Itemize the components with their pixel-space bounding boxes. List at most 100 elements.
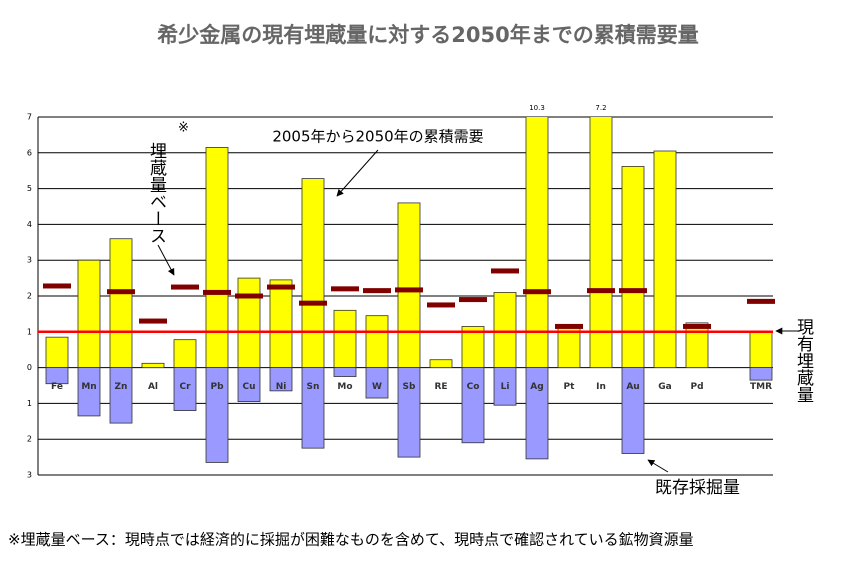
bar [77,367,101,417]
reserve-base-mark [299,300,327,306]
arrow [157,244,175,276]
x-tick-label: Cr [179,382,191,392]
bar [45,367,69,385]
bar [653,150,677,368]
chart-title: 希少金属の現有埋蔵量に対する2050年までの累積需要量 [157,23,698,47]
x-tick-label: Pb [210,382,224,392]
y-tick-label: 5 [27,184,32,193]
bar [365,367,389,399]
bar [749,331,773,368]
bar [397,367,421,458]
reserve-base-mark [619,288,647,294]
bar [109,238,133,369]
footnote: ※埋蔵量ベース：現時点では経済的に採掘が困難なものを含めて、現時点で確認されてい… [8,531,694,549]
x-tick-label: Au [626,382,639,392]
bar [621,367,645,454]
reserve-base-mark [363,288,391,294]
reserve-base-mark [747,298,775,304]
reserve-base-mark [267,284,295,290]
y-tick-label: 2 [27,292,32,301]
y-tick-label: 3 [27,256,32,265]
y-tick-label: 6 [27,148,32,157]
bar [365,315,389,369]
annotation: 2005年から2050年の累積需要 [272,128,483,146]
bar [525,367,549,460]
arrow [647,459,669,473]
bar [77,259,101,369]
x-tick-label: Zn [115,382,128,392]
reserve-base-mark [491,268,519,274]
bar [333,309,357,369]
bar [333,367,357,377]
annotation: 現有埋蔵量 [793,318,814,403]
reserve-base-mark [427,302,455,308]
bar [685,322,709,369]
value-label: 7.2 [595,104,606,112]
bar [621,166,645,369]
x-tick-label: Cu [242,382,255,392]
x-tick-label: Sb [403,382,416,392]
reserve-base-mark [459,297,487,303]
y-tick-label: 4 [27,220,32,229]
bar [493,367,517,406]
bars [45,117,773,463]
bar [269,367,293,392]
reserve-base-mark [171,284,199,290]
x-tick-label: RE [434,382,447,392]
y-tick-label: 0 [27,363,32,372]
label-bg [255,126,505,148]
bar [301,178,325,369]
bar [269,279,293,369]
bar [493,292,517,369]
bar [589,117,613,369]
y-tick-label: 1 [27,327,32,336]
x-tick-label: Co [467,382,480,392]
x-tick-label: Ag [530,382,543,392]
bar [141,362,165,368]
reserve-base-mark [139,318,167,324]
bar [109,367,133,424]
bar [205,147,229,368]
bar [173,367,197,411]
bar [205,367,229,463]
reserve-base-mark [683,323,711,329]
x-tick-label: W [372,382,382,392]
x-tick-label: Pd [690,382,703,392]
reserve-base-mark [107,289,135,295]
y-tick-label: 1 [27,399,32,408]
bar [461,367,485,444]
y-tick-label: 7 [27,113,32,122]
bar [749,367,773,381]
x-tick-label: In [596,382,606,392]
x-tick-label: Mo [337,382,352,392]
reserve-base-mark [331,286,359,292]
x-tick-label: Li [501,382,510,392]
bar [237,277,261,369]
x-tick-label: Fe [51,382,63,392]
reserve-base-mark [203,289,231,295]
reserve-base-mark [43,283,71,289]
reserve-base-mark [587,288,615,294]
x-tick-label: Pt [564,382,576,392]
bar [525,117,549,368]
reserve-base-mark [555,323,583,329]
reserve-base-mark [395,287,423,293]
reserve-base-mark [523,289,551,295]
annotation: 既存採掘量 [655,478,740,498]
reserve-base-mark [235,293,263,299]
x-tick-label: Ni [276,382,287,392]
annotation: 埋蔵量ベース [146,142,167,244]
x-tick-label: TMR [750,382,772,392]
bar [45,336,69,369]
bar [429,359,453,368]
y-tick-label: 3 [27,471,32,480]
bar [173,339,197,368]
annotation-mark: ※ [178,121,189,136]
arrow [336,149,379,197]
bar [237,367,261,403]
y-tick-label: 2 [27,435,32,444]
x-tick-label: Ga [658,382,671,392]
x-tick-label: Sn [307,382,320,392]
x-tick-label: Al [148,382,158,392]
